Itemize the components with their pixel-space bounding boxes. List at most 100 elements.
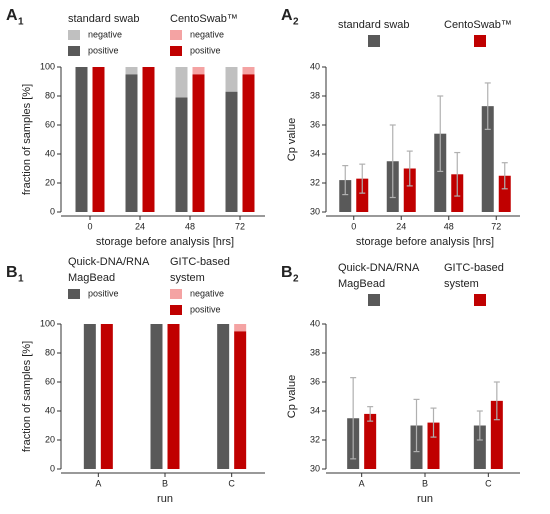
- legend-swatch: [170, 30, 182, 40]
- y-tick-label: 30: [310, 463, 320, 473]
- legend-title: standard swab: [338, 19, 410, 31]
- bar-segment: [234, 331, 247, 469]
- y-tick-label: 20: [45, 177, 55, 187]
- x-axis-label: storage before analysis [hrs]: [96, 236, 234, 248]
- y-tick-label: 20: [45, 434, 55, 444]
- panel-index: 2: [293, 274, 299, 285]
- y-tick-label: 80: [45, 347, 55, 357]
- legend-title: CentoSwab™: [170, 13, 238, 25]
- error-bar: [454, 151, 461, 197]
- bar: [356, 178, 369, 212]
- legend-title: GITC-based: [170, 256, 230, 268]
- error-bar: [367, 406, 374, 422]
- bar: [498, 175, 511, 212]
- bar-segment: [225, 67, 238, 92]
- legend-title: MagBead: [338, 278, 385, 290]
- y-tick-label: 0: [50, 206, 55, 216]
- error-bar: [389, 124, 396, 199]
- legend-title: system: [170, 272, 205, 284]
- legend-swatch: [474, 294, 486, 306]
- bar-segment: [142, 67, 155, 212]
- y-tick-label: 60: [45, 376, 55, 386]
- y-tick-label: 100: [40, 61, 55, 71]
- y-tick-label: 34: [310, 148, 320, 158]
- bar: [434, 133, 447, 212]
- legend-label: positive: [88, 45, 119, 55]
- error-bar: [476, 410, 483, 441]
- x-tick-label: C: [228, 478, 235, 488]
- x-tick-label: B: [162, 478, 168, 488]
- error-bar: [493, 381, 500, 421]
- panel: A 1 0 20 40 60 80 100 fraction of samples [%] sto…: [6, 7, 265, 248]
- y-tick-label: 80: [45, 90, 55, 100]
- x-tick-label: 48: [185, 221, 195, 231]
- panel-letter: A: [281, 7, 293, 24]
- x-tick-label: 0: [351, 221, 356, 231]
- bar: [481, 106, 494, 212]
- panel-letter: B: [281, 264, 293, 281]
- bar-segment: [217, 324, 230, 469]
- x-tick-label: B: [422, 478, 428, 488]
- y-tick-label: 0: [50, 463, 55, 473]
- legend-swatch: [68, 46, 80, 56]
- y-tick-label: 34: [310, 405, 320, 415]
- x-tick-label: 72: [235, 221, 245, 231]
- x-tick-label: 48: [444, 221, 454, 231]
- bar-segment: [125, 74, 138, 212]
- legend-label: positive: [190, 304, 221, 314]
- legend-swatch: [474, 35, 486, 47]
- y-tick-label: 60: [45, 119, 55, 129]
- bar: [490, 400, 503, 469]
- y-tick-label: 38: [310, 347, 320, 357]
- bar-segment: [242, 74, 255, 212]
- panel-index: 1: [18, 17, 24, 28]
- legend-label: positive: [88, 288, 119, 298]
- bar-segment: [192, 67, 205, 75]
- legend-swatch: [170, 305, 182, 315]
- bar-segment: [225, 91, 238, 212]
- legend-label: negative: [190, 288, 224, 298]
- legend-label: negative: [88, 29, 122, 39]
- error-bar: [350, 377, 357, 460]
- error-bar: [484, 82, 491, 130]
- legend-swatch: [170, 289, 182, 299]
- y-tick-label: 32: [310, 434, 320, 444]
- error-bar: [359, 163, 366, 194]
- legend-title: standard swab: [68, 13, 140, 25]
- bar: [473, 425, 486, 469]
- error-bar: [342, 165, 349, 196]
- y-tick-label: 40: [310, 61, 320, 71]
- legend-label: negative: [190, 29, 224, 39]
- bar-segment: [150, 324, 163, 469]
- y-tick-label: 40: [45, 148, 55, 158]
- error-bar: [413, 398, 420, 453]
- y-tick-label: 36: [310, 119, 320, 129]
- panel: A 2 30 32 34 36 38 40 Cp value storage before ana…: [281, 7, 520, 248]
- y-tick-label: 100: [40, 318, 55, 328]
- x-tick-label: 72: [491, 221, 501, 231]
- panel-index: 1: [18, 274, 24, 285]
- error-bar: [501, 162, 508, 190]
- y-tick-label: 40: [45, 405, 55, 415]
- y-axis-label: fraction of samples [%]: [21, 341, 33, 452]
- bar: [427, 422, 440, 469]
- x-tick-label: 0: [87, 221, 92, 231]
- legend-swatch: [368, 294, 380, 306]
- y-tick-label: 38: [310, 90, 320, 100]
- panel-index: 2: [293, 17, 299, 28]
- x-tick-label: C: [485, 478, 492, 488]
- bar-segment: [75, 67, 88, 212]
- x-tick-label: A: [95, 478, 101, 488]
- x-axis-label: run: [417, 493, 433, 505]
- legend-title: MagBead: [68, 272, 115, 284]
- y-tick-label: 32: [310, 177, 320, 187]
- legend-title: CentoSwab™: [444, 19, 512, 31]
- bar-segment: [234, 324, 247, 332]
- y-axis-label: Cp value: [286, 118, 298, 161]
- bar-segment: [167, 324, 180, 469]
- bar-segment: [125, 67, 138, 75]
- x-axis-label: storage before analysis [hrs]: [356, 236, 494, 248]
- y-tick-label: 40: [310, 318, 320, 328]
